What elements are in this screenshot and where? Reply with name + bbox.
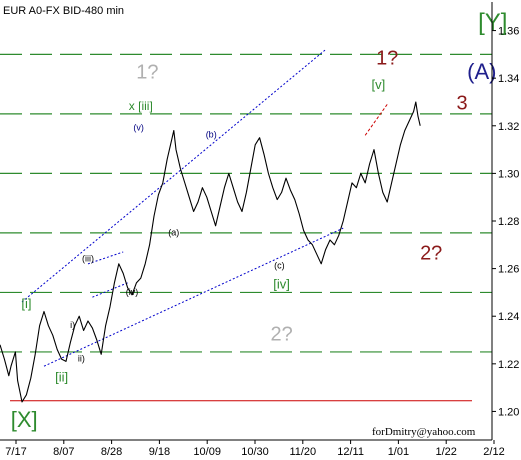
y-tick-label: 1.36 <box>498 26 519 38</box>
x-tick-label: 1/22 <box>435 446 456 458</box>
y-tick-label: 1.26 <box>498 264 519 276</box>
wave-label: (a) <box>168 227 179 237</box>
wave-label: 1? <box>136 62 158 84</box>
chart-title: EUR A0-FX BID-480 min <box>3 5 124 17</box>
wave-label: (b) <box>206 130 217 140</box>
x-tick-label: 1/01 <box>388 446 409 458</box>
channel-line <box>21 49 326 303</box>
wave-label: 1? <box>376 47 398 69</box>
wave-label: [X] <box>11 407 38 432</box>
wave-label: (iv) <box>126 287 139 297</box>
x-tick-label: 9/18 <box>149 446 170 458</box>
watermark: forDmitry@yahoo.com <box>372 426 476 438</box>
x-tick-label: 8/07 <box>53 446 74 458</box>
wave-label: (iii) <box>82 253 94 263</box>
x-tick-label: 11/20 <box>289 446 316 458</box>
y-tick-label: 1.28 <box>498 216 519 228</box>
projection-line <box>364 104 388 136</box>
y-tick-label: 1.32 <box>498 121 519 133</box>
x-tick-label: 8/28 <box>101 446 122 458</box>
wave-label: x [iii] <box>129 99 153 113</box>
x-tick-label: 10/30 <box>241 446 269 458</box>
wave-label: [v] <box>372 77 386 92</box>
channel-line <box>43 227 344 367</box>
wave-label: i) <box>70 320 75 330</box>
price-series <box>0 101 421 403</box>
wave-label: 3 <box>456 93 467 115</box>
wave-label: (v) <box>133 123 144 133</box>
y-tick-label: 1.20 <box>498 406 519 418</box>
y-tick-label: 1.24 <box>498 311 519 323</box>
wave-label: [iv] <box>273 277 290 292</box>
x-tick-label: 10/09 <box>193 446 221 458</box>
wave-label: ii) <box>78 353 85 363</box>
x-tick-label: 12/11 <box>337 446 364 458</box>
wave-label: 2? <box>270 324 292 346</box>
wave-label: [Y] <box>478 9 507 36</box>
wave-label: 2? <box>420 243 442 265</box>
y-tick-label: 1.34 <box>498 73 519 85</box>
wave-label: (c) <box>274 261 285 271</box>
price-line <box>0 101 421 403</box>
wave-label: [ii] <box>55 370 68 385</box>
x-tick-label: 2/12 <box>483 446 504 458</box>
y-tick-label: 1.22 <box>498 359 519 371</box>
channel-lines <box>21 49 388 367</box>
y-tick-label: 1.30 <box>498 168 519 180</box>
dashed-levels <box>0 53 492 402</box>
wave-label: [i] <box>21 296 31 311</box>
x-tick-label: 7/17 <box>5 446 26 458</box>
